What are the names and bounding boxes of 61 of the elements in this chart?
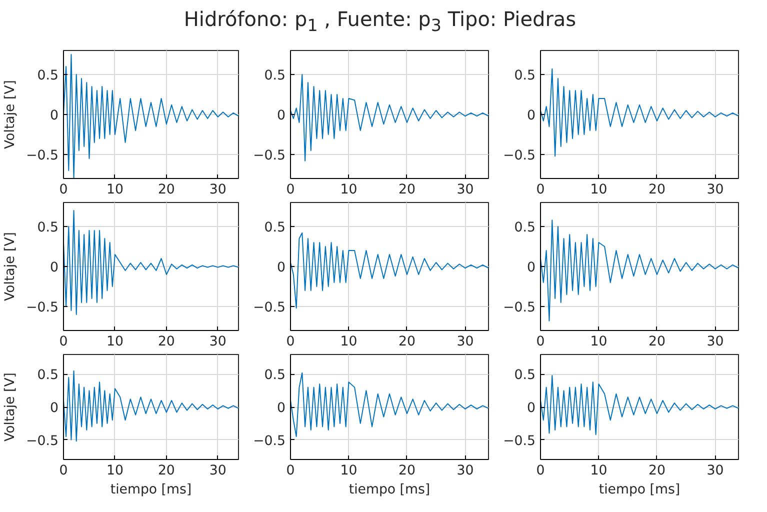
y-tick-label: −0.5 [503,434,536,449]
x-tick-label: 30 [209,334,226,350]
y-tick-label: −0.5 [503,148,536,164]
y-tick-label: 0.5 [264,368,286,384]
x-tick-label: 30 [456,464,474,478]
y-axis-title: Voltaje [V] [3,232,18,301]
x-tick-label: 20 [648,182,666,198]
x-axis-title: tiempo [ms] [598,482,680,498]
x-tick-label: 10 [590,182,608,198]
x-tick-label: 30 [456,182,474,198]
x-tick-label: 20 [398,182,416,198]
y-axis-title: Voltaje [V] [3,80,18,149]
x-tick-label: 10 [340,182,358,198]
x-tick-label: 10 [106,464,124,478]
x-tick-label: 10 [590,464,608,478]
y-tick-label: 0 [527,260,536,276]
x-tick-label: 30 [456,334,474,350]
y-tick-label: 0 [50,108,59,124]
x-tick-label: 10 [340,334,358,350]
x-tick-label: 30 [706,334,724,350]
y-tick-label: −0.5 [503,300,536,316]
y-tick-label: −0.5 [26,434,59,449]
y-tick-label: 0.5 [264,68,286,84]
x-tick-label: 10 [106,334,124,350]
y-tick-label: 0 [50,260,59,276]
x-tick-label: 20 [158,334,175,350]
y-tick-label: 0.5 [514,68,536,84]
y-axis-title: Voltaje [V] [3,372,18,442]
y-tick-label: 0 [527,108,536,124]
x-tick-label: 20 [398,464,416,478]
y-tick-label: 0.5 [37,68,59,84]
y-tick-label: −0.5 [26,148,59,164]
x-tick-label: 10 [590,334,608,350]
x-tick-label: 10 [340,464,358,478]
x-axis-title: tiempo [ms] [348,482,430,498]
x-tick-label: 20 [158,182,175,198]
y-tick-label: 0.5 [37,368,59,384]
y-tick-label: 0.5 [514,368,536,384]
y-tick-label: 0.5 [37,220,59,236]
y-tick-label: 0 [527,401,536,416]
x-axis-title: tiempo [ms] [110,482,192,498]
x-tick-label: 20 [158,464,175,478]
y-tick-label: −0.5 [253,148,286,164]
x-tick-label: 30 [706,464,724,478]
x-tick-label: 20 [648,464,666,478]
y-tick-label: 0 [277,401,286,416]
x-tick-label: 30 [209,182,226,198]
y-tick-label: 0.5 [514,220,536,236]
y-tick-label: 0 [277,108,286,124]
x-tick-label: 30 [706,182,724,198]
y-tick-label: −0.5 [26,300,59,316]
y-tick-label: 0.5 [264,220,286,236]
text: Hidrófono: p$_{1}$ , Fuente: p$_{3}$ Tipo: Piedras [182,6,578,37]
y-tick-label: −0.5 [253,300,286,316]
x-tick-label: 20 [648,334,666,350]
x-tick-label: 10 [106,182,124,198]
y-tick-label: −0.5 [253,434,286,449]
y-tick-label: 0 [277,260,286,276]
x-tick-label: 30 [209,464,226,478]
x-tick-label: 20 [398,334,416,350]
y-tick-label: 0 [50,401,59,416]
